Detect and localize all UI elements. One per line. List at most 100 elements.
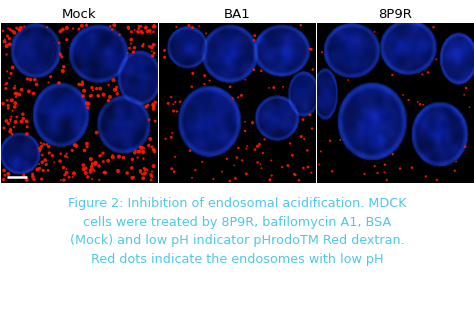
Point — [70, 143, 78, 148]
Point — [46, 150, 53, 156]
Text: BA1: BA1 — [224, 8, 250, 21]
Point — [149, 101, 156, 106]
Point — [109, 77, 117, 83]
Point — [144, 168, 151, 173]
Point — [238, 158, 246, 163]
Point — [337, 137, 344, 143]
Point — [38, 177, 46, 182]
Point — [140, 166, 148, 171]
Point — [232, 176, 239, 181]
Point — [20, 173, 27, 178]
Point — [68, 148, 76, 153]
Point — [140, 145, 148, 151]
Point — [63, 25, 71, 30]
Point — [144, 102, 152, 108]
Point — [64, 155, 71, 160]
Point — [266, 177, 274, 182]
Point — [125, 26, 132, 31]
Point — [95, 93, 102, 98]
Point — [167, 95, 175, 100]
Point — [20, 24, 28, 29]
Point — [13, 114, 20, 120]
Point — [83, 144, 91, 149]
Point — [0, 101, 7, 106]
Point — [34, 167, 41, 172]
Point — [146, 117, 153, 122]
Point — [99, 150, 107, 156]
Point — [93, 86, 100, 91]
Point — [149, 102, 157, 108]
Point — [422, 174, 429, 179]
Point — [63, 151, 71, 156]
Point — [3, 81, 10, 86]
Point — [137, 24, 145, 29]
Point — [44, 168, 52, 173]
Point — [8, 114, 15, 119]
Point — [128, 29, 135, 34]
Point — [16, 27, 23, 32]
Point — [414, 99, 421, 104]
Point — [105, 83, 112, 88]
Point — [45, 80, 52, 85]
Point — [57, 151, 64, 156]
Point — [63, 170, 71, 175]
Point — [150, 106, 157, 111]
Point — [128, 175, 136, 180]
Point — [127, 41, 135, 46]
Point — [168, 166, 175, 171]
Point — [100, 159, 107, 164]
Point — [233, 155, 241, 160]
Point — [298, 134, 305, 139]
Point — [45, 144, 53, 149]
Point — [125, 24, 132, 29]
Point — [101, 170, 109, 175]
Point — [72, 143, 79, 148]
Point — [462, 86, 470, 91]
Point — [128, 165, 136, 170]
Point — [0, 168, 8, 173]
Point — [23, 119, 30, 124]
Point — [146, 44, 153, 49]
Point — [408, 165, 416, 170]
Point — [73, 144, 80, 149]
Point — [452, 159, 460, 164]
Point — [115, 154, 123, 159]
Point — [88, 164, 95, 169]
Point — [84, 174, 91, 179]
Point — [241, 119, 249, 124]
Point — [112, 87, 119, 92]
Point — [146, 136, 154, 142]
Point — [254, 160, 261, 165]
Point — [270, 85, 278, 90]
Point — [141, 171, 149, 176]
Point — [19, 111, 27, 117]
Point — [93, 130, 100, 135]
Point — [63, 167, 70, 172]
Point — [172, 99, 179, 105]
Point — [460, 92, 468, 98]
Point — [104, 158, 112, 163]
Point — [308, 170, 315, 175]
Point — [345, 77, 352, 83]
Point — [383, 178, 391, 183]
Point — [150, 50, 158, 55]
Point — [143, 104, 150, 109]
Point — [0, 125, 8, 131]
Point — [161, 55, 168, 60]
Point — [186, 148, 194, 153]
Point — [3, 69, 11, 74]
Point — [149, 102, 157, 107]
Point — [419, 72, 426, 77]
Point — [286, 141, 294, 146]
Point — [128, 37, 135, 42]
Point — [91, 168, 98, 173]
Point — [135, 26, 143, 31]
Point — [4, 106, 12, 111]
Point — [381, 170, 388, 175]
Point — [119, 155, 127, 160]
Point — [257, 166, 265, 171]
Point — [151, 119, 159, 124]
Point — [65, 175, 73, 180]
Point — [37, 140, 45, 145]
Point — [318, 50, 326, 55]
